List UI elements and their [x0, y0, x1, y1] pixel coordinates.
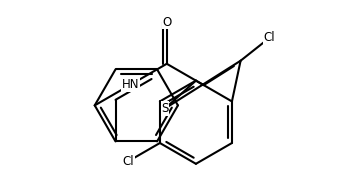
- Text: O: O: [162, 16, 171, 29]
- Text: HN: HN: [122, 78, 139, 91]
- Text: S: S: [161, 102, 169, 115]
- Text: Cl: Cl: [264, 31, 275, 44]
- Text: Cl: Cl: [122, 155, 134, 168]
